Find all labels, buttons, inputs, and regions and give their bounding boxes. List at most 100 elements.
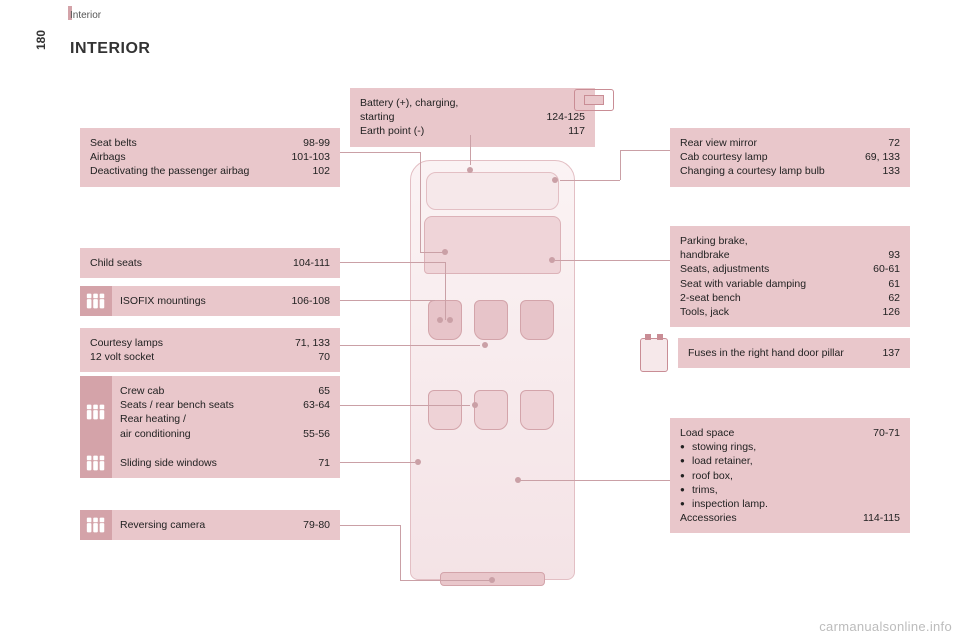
txt: Cab courtesy lamp (680, 150, 853, 164)
seats-icon (80, 448, 112, 478)
txt: Rear heating / (120, 412, 318, 426)
box-childseats: Child seats104-111 (80, 248, 340, 278)
val: 71 (318, 456, 330, 470)
txt: air conditioning (120, 427, 291, 441)
page-number: 180 (34, 30, 48, 50)
txt: Reversing camera (120, 518, 291, 532)
leader (560, 180, 620, 181)
seats-icon (80, 286, 112, 316)
val: 70-71 (873, 426, 900, 440)
leader-dot (472, 402, 478, 408)
leader (470, 135, 471, 165)
val: 60-61 (873, 262, 900, 276)
val: 62 (888, 291, 900, 305)
val: 126 (882, 305, 900, 319)
box-loadspace: Load space 70-71 stowing rings, load reta… (670, 418, 910, 533)
section-label: Interior (70, 10, 101, 21)
box-sliding: Sliding side windows 71 (80, 448, 340, 478)
box-seatbelts: Seat belts98-99 Airbags101-103 Deactivat… (80, 128, 340, 187)
txt: Crew cab (120, 384, 306, 398)
txt: Seats / rear bench seats (120, 398, 291, 412)
leader (620, 150, 670, 151)
leader (420, 152, 421, 252)
txt: Parking brake, (680, 234, 888, 248)
txt: Fuses in the right hand door pillar (688, 346, 870, 360)
txt: Seats, adjustments (680, 262, 861, 276)
leader (340, 345, 480, 346)
txt: Seat with variable damping (680, 277, 876, 291)
val: 71, 133 (295, 336, 330, 350)
leader-dot (482, 342, 488, 348)
val: 106-108 (291, 294, 330, 308)
txt: ISOFIX mountings (120, 294, 279, 308)
leader-dot (489, 577, 495, 583)
txt: Rear view mirror (680, 136, 876, 150)
val: 69, 133 (865, 150, 900, 164)
val: 137 (882, 346, 900, 360)
box-mirror: Rear view mirror 72 Cab courtesy lamp 69, … (670, 128, 910, 187)
leader (340, 405, 470, 406)
box-reversing: Reversing camera 79-80 (80, 510, 340, 540)
leader-dot (467, 167, 473, 173)
tag-icon (574, 89, 614, 111)
seats-icon (80, 510, 112, 540)
val: 98-99 (303, 136, 330, 150)
leader (420, 252, 445, 253)
val: 101-103 (291, 150, 330, 164)
txt: Earth point (-) (360, 124, 556, 138)
txt: Battery (+), charging, (360, 96, 573, 110)
txt: starting (360, 110, 534, 124)
box-fuses: Fuses in the right hand door pillar 137 (678, 338, 910, 368)
val: 79-80 (303, 518, 330, 532)
bullet: roof box, (680, 469, 900, 483)
txt: Seat belts (90, 136, 291, 150)
leader-dot (447, 317, 453, 323)
leader (620, 150, 621, 180)
txt: 12 volt socket (90, 350, 306, 364)
txt: Airbags (90, 150, 279, 164)
txt: Changing a courtesy lamp bulb (680, 164, 870, 178)
val: 72 (888, 136, 900, 150)
val: 104-111 (293, 256, 330, 270)
leader (445, 262, 446, 320)
leader (340, 462, 415, 463)
bullet: load retainer, (680, 454, 900, 468)
page-title: INTERIOR (70, 40, 150, 58)
val: 124-125 (546, 110, 585, 124)
fuse-icon (640, 338, 668, 372)
box-crewcab: Crew cab65 Seats / rear bench seats63-64… (80, 376, 340, 449)
txt: 2-seat bench (680, 291, 876, 305)
leader (400, 525, 401, 580)
bullet: stowing rings, (680, 440, 900, 454)
leader (400, 580, 490, 581)
val: 93 (888, 248, 900, 262)
leader-dot (415, 459, 421, 465)
leader (520, 480, 670, 481)
box-isofix: ISOFIX mountings 106-108 (80, 286, 340, 316)
box-battery: Battery (+), charging, starting 124-125 E… (350, 88, 595, 147)
val: 133 (882, 164, 900, 178)
val: 70 (318, 350, 330, 364)
val: 63-64 (303, 398, 330, 412)
txt: Load space (680, 426, 861, 440)
leader (340, 152, 420, 153)
leader-dot (549, 257, 555, 263)
val: 117 (568, 124, 585, 138)
txt: handbrake (680, 248, 876, 262)
leader-dot (552, 177, 558, 183)
watermark: carmanualsonline.info (819, 619, 952, 634)
val: 55-56 (303, 427, 330, 441)
val: 61 (888, 277, 900, 291)
txt: Sliding side windows (120, 456, 306, 470)
leader-dot (515, 477, 521, 483)
leader (340, 262, 445, 263)
txt: Tools, jack (680, 305, 870, 319)
vehicle-diagram (400, 150, 585, 590)
txt: Courtesy lamps (90, 336, 283, 350)
leader (340, 300, 435, 301)
bullet: trims, (680, 483, 900, 497)
txt: Accessories (680, 511, 851, 525)
leader (555, 260, 670, 261)
val: 114-115 (863, 511, 900, 525)
leader (340, 525, 400, 526)
